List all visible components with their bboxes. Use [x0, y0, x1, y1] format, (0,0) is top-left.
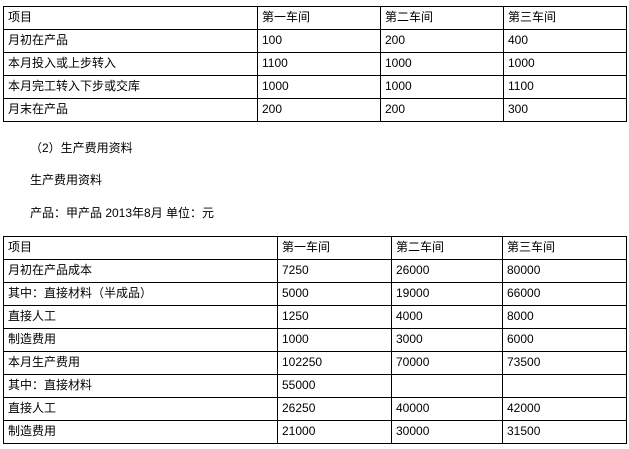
table-header-row: 项目 第一车间 第二车间 第三车间 — [3, 6, 627, 30]
cell-value: 200 — [380, 29, 504, 53]
table-row: 其中：直接材料 55000 — [3, 374, 627, 398]
cell-value: 42000 — [502, 397, 627, 421]
row-label: 制造费用 — [3, 328, 278, 352]
table-row: 本月完工转入下步或交库 1000 1000 1100 — [3, 75, 627, 99]
row-label: 其中：直接材料（半成品） — [3, 282, 278, 306]
cell-value: 21000 — [277, 420, 392, 444]
cell-value: 200 — [380, 98, 504, 122]
row-label: 直接人工 — [3, 305, 278, 329]
column-header: 项目 — [3, 236, 278, 260]
cell-value: 1000 — [380, 75, 504, 99]
cell-value: 1000 — [277, 328, 392, 352]
row-label: 月初在产品成本 — [3, 259, 278, 283]
cell-value: 30000 — [391, 420, 503, 444]
table-caption-cost-data: 生产费用资料 — [30, 173, 103, 187]
cell-value: 200 — [257, 98, 381, 122]
row-label: 本月投入或上步转入 — [3, 52, 258, 76]
cell-value: 100 — [257, 29, 381, 53]
row-label: 直接人工 — [3, 397, 278, 421]
column-header: 第一车间 — [277, 236, 392, 260]
column-header: 第二车间 — [380, 6, 504, 30]
cell-value: 6000 — [502, 328, 627, 352]
cell-value: 4000 — [391, 305, 503, 329]
table-subcaption-product-period: 产品：甲产品 2013年8月 单位：元 — [30, 206, 215, 220]
cell-value: 1100 — [257, 52, 381, 76]
row-label: 月末在产品 — [3, 98, 258, 122]
cell-value: 31500 — [502, 420, 627, 444]
table-row: 月初在产品成本 7250 26000 80000 — [3, 259, 627, 283]
cell-value: 55000 — [277, 374, 392, 398]
cell-value: 40000 — [391, 397, 503, 421]
cell-value: 73500 — [502, 351, 627, 375]
cell-value: 80000 — [502, 259, 627, 283]
table-row: 制造费用 21000 30000 31500 — [3, 420, 627, 444]
row-label: 其中：直接材料 — [3, 374, 278, 398]
production-cost-table: 项目 第一车间 第二车间 第三车间 月初在产品成本 7250 26000 800… — [3, 236, 627, 444]
table-row: 直接人工 26250 40000 42000 — [3, 397, 627, 421]
cell-value: 26250 — [277, 397, 392, 421]
table-row: 本月投入或上步转入 1100 1000 1000 — [3, 52, 627, 76]
table-row: 月末在产品 200 200 300 — [3, 98, 627, 122]
cell-value: 400 — [503, 29, 627, 53]
cell-value: 300 — [503, 98, 627, 122]
column-header: 项目 — [3, 6, 258, 30]
table-header-row: 项目 第一车间 第二车间 第三车间 — [3, 236, 627, 260]
cell-value: 1000 — [503, 52, 627, 76]
row-label: 月初在产品 — [3, 29, 258, 53]
cell-value: 1000 — [257, 75, 381, 99]
row-label: 制造费用 — [3, 420, 278, 444]
cell-value: 19000 — [391, 282, 503, 306]
cell-value: 1000 — [380, 52, 504, 76]
cell-value: 1100 — [503, 75, 627, 99]
table-row: 其中：直接材料（半成品） 5000 19000 66000 — [3, 282, 627, 306]
column-header: 第二车间 — [391, 236, 503, 260]
column-header: 第三车间 — [503, 6, 627, 30]
table-row: 本月生产费用 102250 70000 73500 — [3, 351, 627, 375]
column-header: 第三车间 — [502, 236, 627, 260]
column-header: 第一车间 — [257, 6, 381, 30]
cell-value: 7250 — [277, 259, 392, 283]
cell-value: 26000 — [391, 259, 503, 283]
cell-value: 66000 — [502, 282, 627, 306]
section-heading-cost-data: （2）生产费用资料 — [30, 141, 133, 155]
table-row: 制造费用 1000 3000 6000 — [3, 328, 627, 352]
cell-value: 1250 — [277, 305, 392, 329]
row-label: 本月生产费用 — [3, 351, 278, 375]
row-label: 本月完工转入下步或交库 — [3, 75, 258, 99]
table-row: 直接人工 1250 4000 8000 — [3, 305, 627, 329]
cell-value: 3000 — [391, 328, 503, 352]
cell-value: 5000 — [277, 282, 392, 306]
cell-value — [502, 374, 627, 398]
cell-value: 102250 — [277, 351, 392, 375]
production-quantity-table: 项目 第一车间 第二车间 第三车间 月初在产品 100 200 400 本月投入… — [3, 6, 627, 122]
cell-value: 70000 — [391, 351, 503, 375]
table-row: 月初在产品 100 200 400 — [3, 29, 627, 53]
cell-value: 8000 — [502, 305, 627, 329]
cell-value — [391, 374, 503, 398]
